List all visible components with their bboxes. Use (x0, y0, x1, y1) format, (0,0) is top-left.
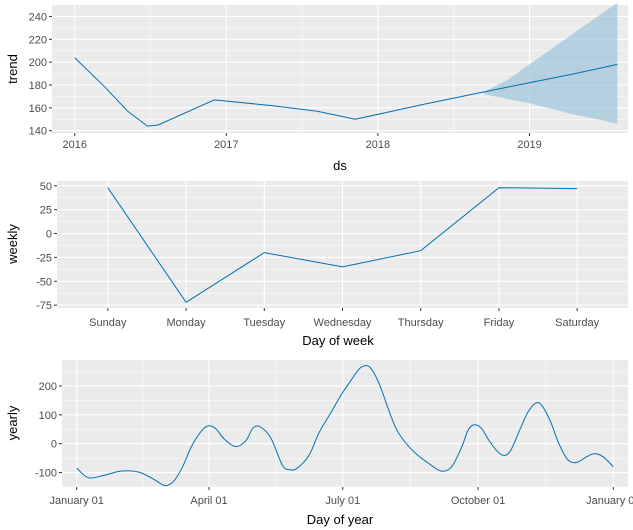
weekly-major-grid (57, 181, 628, 308)
weekly-x-tick-label: Monday (166, 317, 206, 329)
trend-y-axis-title: trend (5, 54, 20, 84)
yearly-y-tick-label: -100 (35, 468, 57, 480)
yearly-minor-grid (62, 360, 628, 488)
trend-x-ticks: 2016 2017 2018 2019 (62, 133, 542, 151)
yearly-series (76, 365, 614, 487)
weekly-y-tick-label: 25 (40, 205, 52, 217)
trend-y-tick-label: 160 (29, 103, 47, 115)
weekly-y-ticks: 50 25 0 -25 -50 -75 (36, 181, 57, 312)
yearly-x-ticks: January 01 April 01 July 01 October 01 Janua… (49, 487, 633, 507)
weekly-y-tick-label: 0 (46, 229, 52, 241)
weekly-x-tick-label: Tuesday (243, 317, 285, 329)
trend-panel: 140 160 180 200 220 240 2016 2017 2018 2019 ds t… (5, 2, 628, 173)
weekly-y-tick-label: -50 (36, 276, 52, 288)
trend-x-axis-title: ds (333, 158, 347, 173)
weekly-y-tick-label: 50 (40, 181, 52, 193)
weekly-x-axis-title: Day of week (302, 333, 374, 348)
yearly-line (76, 365, 614, 487)
trend-y-tick-label: 180 (29, 80, 47, 92)
weekly-x-tick-label: Wednesday (314, 317, 372, 329)
yearly-x-tick-label: January 01 (586, 495, 633, 507)
weekly-x-tick-label: Saturday (555, 317, 600, 329)
trend-y-tick-label: 240 (29, 11, 47, 23)
trend-y-tick-label: 220 (29, 34, 47, 46)
trend-line (74, 57, 618, 127)
trend-x-tick-label: 2016 (62, 139, 86, 151)
trend-series (74, 57, 618, 127)
weekly-x-tick-label: Friday (484, 317, 515, 329)
weekly-x-ticks: Sunday Monday Tuesday Wednesday Thursday Frid… (89, 308, 600, 329)
weekly-y-tick-label: -25 (36, 252, 52, 264)
trend-y-tick-label: 140 (29, 126, 47, 138)
weekly-x-tick-label: Sunday (89, 317, 127, 329)
trend-uncertainty-band (484, 2, 618, 124)
yearly-x-tick-label: April 01 (190, 495, 227, 507)
weekly-x-tick-label: Thursday (398, 317, 444, 329)
weekly-line (107, 187, 578, 303)
yearly-major-grid (62, 360, 628, 487)
trend-x-tick-label: 2017 (214, 139, 238, 151)
yearly-x-tick-label: October 01 (451, 495, 505, 507)
yearly-plot-background (62, 360, 628, 487)
yearly-y-axis-title: yearly (5, 405, 20, 440)
weekly-panel: 50 25 0 -25 -50 -75 Sunday Monday Tuesday Wednes… (5, 181, 628, 348)
trend-x-tick-label: 2018 (366, 139, 390, 151)
yearly-y-tick-label: 100 (39, 410, 57, 422)
weekly-series (107, 187, 578, 303)
yearly-panel: -100 0 100 200 January 01 April 01 July 01 Oct… (5, 360, 633, 527)
trend-minor-grid (52, 5, 628, 133)
yearly-x-tick-label: July 01 (325, 495, 360, 507)
yearly-y-tick-label: 200 (39, 381, 57, 393)
yearly-y-tick-label: 0 (51, 439, 57, 451)
weekly-y-tick-label: -75 (36, 300, 52, 312)
yearly-x-axis-title: Day of year (307, 512, 374, 527)
weekly-y-axis-title: weekly (5, 224, 20, 265)
trend-uncertainty-area (484, 2, 618, 124)
trend-y-tick-label: 200 (29, 57, 47, 69)
trend-x-tick-label: 2019 (517, 139, 541, 151)
yearly-y-ticks: -100 0 100 200 (35, 381, 62, 480)
trend-y-ticks: 140 160 180 200 220 240 (29, 11, 52, 138)
yearly-x-tick-label: January 01 (49, 495, 103, 507)
